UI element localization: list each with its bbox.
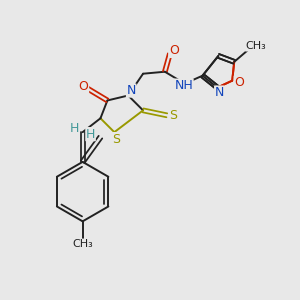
Text: S: S — [169, 109, 177, 122]
Text: CH₃: CH₃ — [72, 239, 93, 249]
Text: H: H — [70, 122, 80, 135]
Text: NH: NH — [174, 79, 193, 92]
Text: CH₃: CH₃ — [246, 41, 266, 51]
Text: O: O — [79, 80, 88, 93]
Text: O: O — [169, 44, 179, 57]
Text: H: H — [86, 128, 95, 141]
Text: O: O — [234, 76, 244, 89]
Text: N: N — [127, 84, 136, 97]
Text: N: N — [215, 86, 224, 99]
Text: S: S — [112, 133, 120, 146]
